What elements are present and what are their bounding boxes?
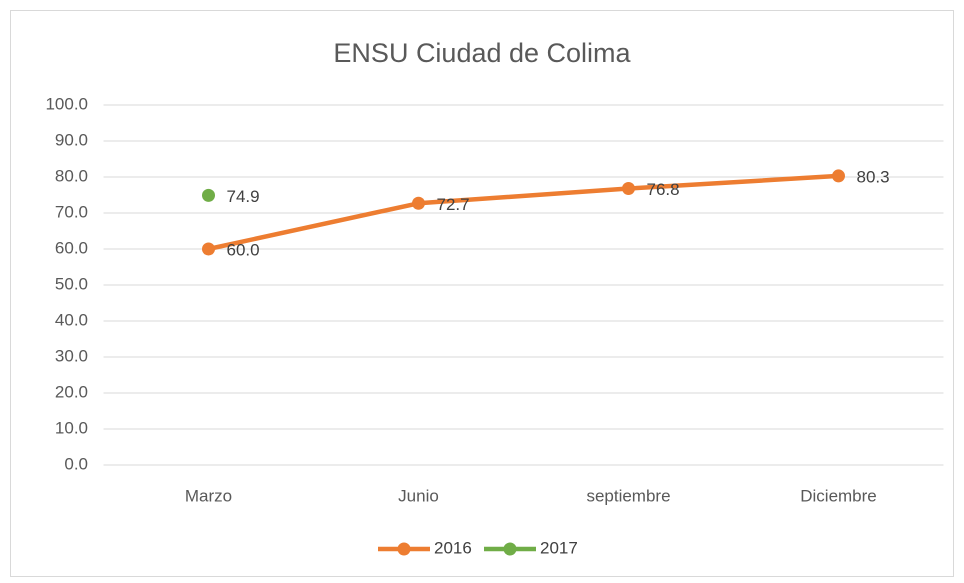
legend-marker: [397, 542, 411, 556]
data-label: 76.8: [647, 180, 680, 199]
x-tick-label: Junio: [398, 486, 439, 505]
x-tick-label: Marzo: [185, 486, 232, 505]
data-label: 72.7: [437, 195, 470, 214]
y-tick-label: 70.0: [55, 202, 88, 221]
legend-label: 2017: [540, 538, 578, 557]
y-tick-label: 10.0: [55, 418, 88, 437]
data-point: [412, 196, 425, 210]
legend-label: 2016: [434, 538, 472, 557]
x-tick-label: Diciembre: [800, 486, 877, 505]
y-tick-label: 20.0: [55, 382, 88, 401]
data-point: [622, 182, 635, 196]
legend-marker: [503, 542, 517, 556]
data-point: [202, 188, 215, 202]
chart-title: ENSU Ciudad de Colima: [333, 38, 631, 68]
y-tick-label: 90.0: [55, 130, 88, 149]
y-tick-label: 30.0: [55, 346, 88, 365]
data-label: 80.3: [857, 167, 890, 186]
y-tick-label: 60.0: [55, 238, 88, 257]
y-tick-label: 0.0: [64, 454, 88, 473]
data-label: 60.0: [227, 240, 260, 259]
y-tick-label: 40.0: [55, 310, 88, 329]
y-tick-label: 50.0: [55, 274, 88, 293]
data-point: [202, 242, 215, 256]
data-point: [832, 169, 845, 183]
series-line: [206, 173, 841, 252]
x-tick-label: septiembre: [586, 486, 670, 505]
data-label: 74.9: [227, 187, 260, 206]
y-tick-label: 100.0: [45, 94, 88, 113]
y-tick-label: 80.0: [55, 166, 88, 185]
